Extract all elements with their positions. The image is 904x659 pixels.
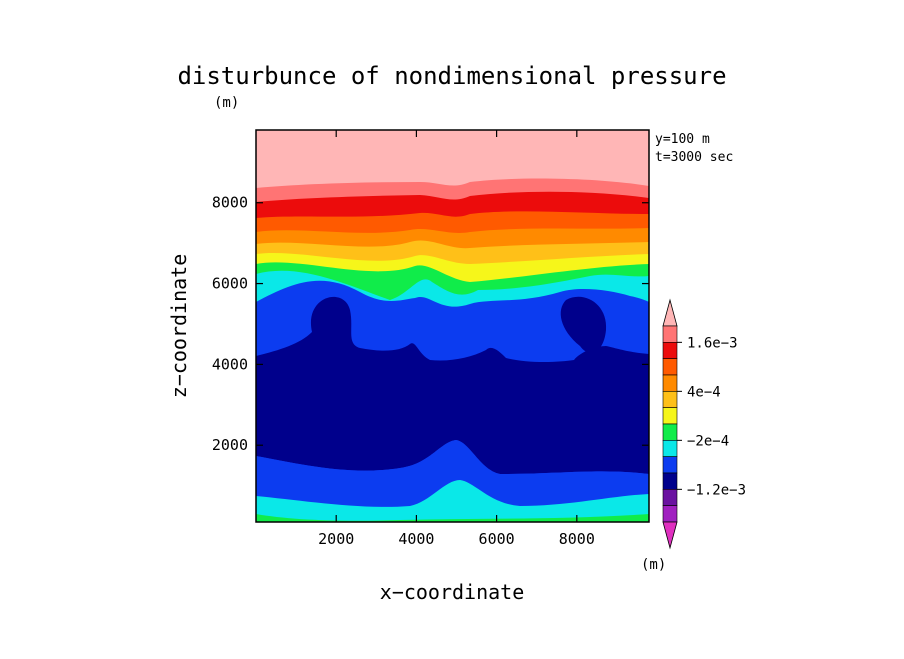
x-tick-label: 6000 [479, 530, 515, 548]
colorbar-swatch [662, 358, 678, 376]
colorbar-label: 4e−4 [687, 384, 721, 400]
colorbar-label: −2e−4 [687, 433, 729, 449]
y-tick-label: 4000 [212, 355, 248, 373]
colorbar-swatch [662, 391, 678, 408]
contour-inner-blob-right [560, 296, 607, 353]
plot-frame [255, 129, 650, 523]
colorbar: 1.6e−3 4e−4 −2e−4 −1.2e−3 [662, 298, 746, 550]
colorbar-swatch [662, 423, 678, 441]
x-tick-label: 8000 [559, 530, 595, 548]
chart-title: disturbunce of nondimensional pressure [177, 62, 726, 90]
contour-layer-dark-blue [256, 296, 649, 474]
y-axis: 2000 4000 6000 8000 [212, 194, 649, 454]
colorbar-swatch [662, 440, 678, 457]
contour-lower-blue [256, 440, 649, 522]
x-tick-label: 2000 [318, 530, 354, 548]
x-tick-label: 4000 [398, 530, 434, 548]
y-unit-label: (m) [214, 95, 239, 111]
y-tick-label: 2000 [212, 436, 248, 454]
colorbar-bottom-triangle [662, 521, 678, 550]
colorbar-swatch [662, 489, 678, 506]
y-tick-label: 8000 [212, 194, 248, 212]
annotation-y: y=100 m [655, 132, 710, 147]
colorbar-swatch [662, 407, 678, 425]
colorbar-label: −1.2e−3 [687, 482, 746, 498]
colorbar-swatch [662, 374, 678, 392]
x-axis: 2000 4000 6000 8000 [318, 130, 595, 548]
x-unit-label: (m) [641, 557, 666, 573]
contour-bottom-green [256, 514, 649, 522]
colorbar-label: 1.6e−3 [687, 335, 738, 351]
colorbar-swatch [662, 505, 678, 523]
colorbar-swatch [662, 342, 678, 359]
contour-lower-cyan [256, 480, 649, 522]
y-tick-label: 6000 [212, 275, 248, 293]
colorbar-swatch [662, 472, 678, 490]
y-axis-label: z−coordinate [167, 254, 191, 399]
plot-area [255, 129, 650, 523]
x-axis-label: x−coordinate [380, 580, 525, 604]
colorbar-swatch [662, 325, 678, 343]
colorbar-swatch [662, 456, 678, 474]
annotation-t: t=3000 sec [655, 150, 733, 165]
